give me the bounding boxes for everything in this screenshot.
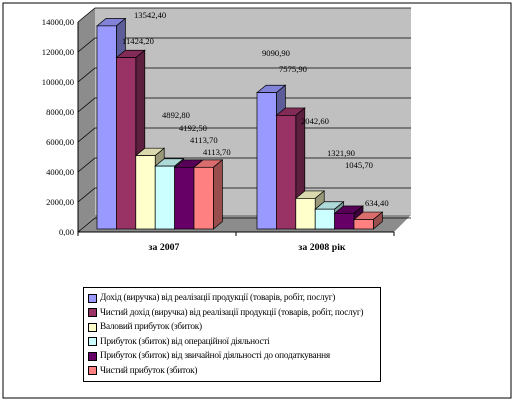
legend-swatch <box>88 366 97 376</box>
legend-label: Валовий прибуток (збиток) <box>100 322 202 333</box>
data-label: 4192,50 <box>179 123 207 133</box>
data-label: 634,40 <box>365 198 389 208</box>
category-label: за 2008 рік <box>298 242 345 253</box>
legend-label: Прибуток (збиток) від операційної діяльн… <box>100 336 270 347</box>
legend-item: Чистий прибуток (збиток) <box>88 364 376 379</box>
data-label: 4892,80 <box>162 110 190 120</box>
y-tick-label: 12000,00 <box>42 47 74 57</box>
gridline <box>77 157 411 173</box>
legend-label: Прибуток (збиток) від звичайної діяльнос… <box>100 351 330 362</box>
bar <box>353 211 384 230</box>
bar <box>193 159 224 230</box>
gridline <box>77 67 411 83</box>
y-tick-label: 2000,00 <box>46 197 74 207</box>
legend: Дохід (виручка) від реалізації продукції… <box>83 287 381 382</box>
legend-item: Валовий прибуток (збиток) <box>88 320 376 335</box>
legend-label: Дохід (виручка) від реалізації продукції… <box>100 293 336 304</box>
data-label: 1321,90 <box>327 148 355 158</box>
legend-swatch <box>88 308 97 318</box>
data-label: 4113,70 <box>190 135 218 145</box>
data-label: 9090,90 <box>262 48 290 58</box>
chart-side-wall <box>78 8 95 232</box>
y-tick-label: 14000,00 <box>42 17 74 27</box>
legend-label: Чистий прибуток (збиток) <box>100 365 198 376</box>
data-label: 7575,90 <box>279 64 307 74</box>
y-tick-label: 4000,00 <box>46 167 74 177</box>
data-label: 13542,40 <box>134 10 166 20</box>
legend-swatch <box>88 293 97 303</box>
category-label: за 2007 <box>149 242 180 253</box>
data-label: 1045,70 <box>345 160 373 170</box>
legend-item: Чистий дохід (виручка) від реалізації пр… <box>88 306 376 321</box>
gridline <box>77 37 411 53</box>
y-tick-label: 8000,00 <box>46 107 74 117</box>
data-label: 2042,60 <box>301 116 329 126</box>
bars <box>96 17 384 230</box>
legend-swatch <box>88 322 97 332</box>
legend-item: Дохід (виручка) від реалізації продукції… <box>88 291 376 306</box>
gridline <box>77 187 411 203</box>
legend-label: Чистий дохід (виручка) від реалізації пр… <box>100 307 364 318</box>
legend-swatch <box>88 351 97 361</box>
data-label: 11424,20 <box>122 36 154 46</box>
category-labels: за 2007 за 2008 рік <box>149 242 346 253</box>
y-tick-label: 6000,00 <box>46 137 74 147</box>
gridline <box>77 7 411 23</box>
data-label: 4113,70 <box>203 147 231 157</box>
legend-swatch <box>88 337 97 347</box>
y-tick-label: 0,00 <box>59 227 74 237</box>
y-tick-labels: 0,00 2000,00 4000,00 6000,00 8000,00 10000,00… <box>42 17 74 237</box>
gridline <box>77 97 411 113</box>
data-labels: 13542,40 11424,20 4892,80 4192,50 4113,70 411… <box>122 10 389 208</box>
legend-item: Прибуток (збиток) від звичайної діяльнос… <box>88 349 376 364</box>
gridline <box>77 127 411 143</box>
legend-item: Прибуток (збиток) від операційної діяльн… <box>88 335 376 350</box>
axes <box>77 22 395 236</box>
y-tick-label: 10000,00 <box>42 77 74 87</box>
